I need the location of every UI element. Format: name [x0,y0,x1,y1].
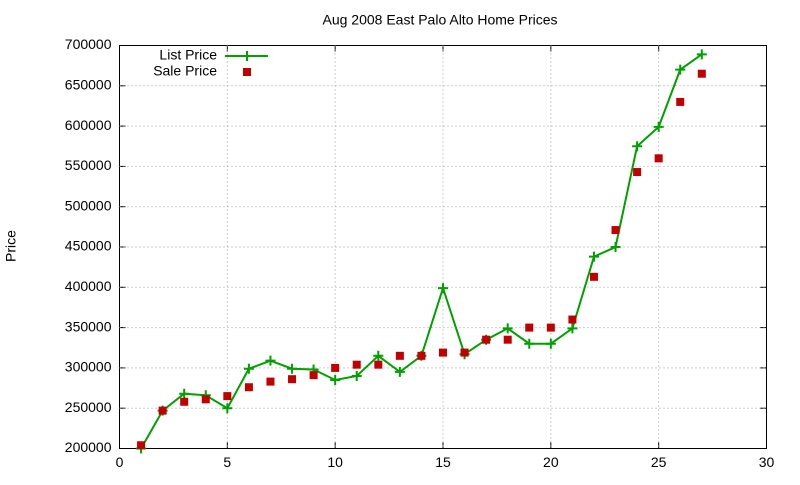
y-tick-label: 450000 [65,238,112,254]
data-point [696,49,707,60]
data-point [373,350,384,361]
legend-label: List Price [159,47,217,63]
y-tick-label: 500000 [65,197,112,213]
data-point [330,374,341,385]
data-point [697,69,706,78]
data-point [309,371,318,380]
data-point [633,168,642,177]
y-tick-label: 550000 [65,157,112,173]
data-point [243,363,254,374]
data-point [654,154,663,163]
data-point [201,395,210,404]
y-tick-label: 350000 [65,318,112,334]
chart-title: Aug 2008 East Palo Alto Home Prices [322,12,557,28]
data-point [676,97,685,106]
data-point [438,283,448,294]
data-point [288,375,297,384]
data-point [374,360,383,369]
data-point [223,392,232,401]
y-tick-label: 650000 [65,77,112,93]
y-tick-label: 200000 [65,439,112,455]
data-point [395,351,404,360]
x-tick-label: 0 [116,454,124,470]
y-tick-label: 400000 [65,278,112,294]
data-point [244,383,253,392]
x-tick-label: 20 [543,454,559,470]
data-point [502,323,513,334]
data-point [352,360,361,369]
data-point [180,397,189,406]
data-point [653,121,664,132]
y-tick-label: 250000 [65,399,112,415]
y-axis-label: Price [3,230,19,262]
data-point [546,323,555,332]
data-point [503,335,512,344]
x-tick-label: 25 [651,454,667,470]
x-tick-label: 10 [327,454,343,470]
data-point [266,377,275,386]
data-point [394,366,405,377]
data-point [331,363,340,372]
data-point [632,141,643,152]
y-tick-label: 600000 [65,117,112,133]
data-point [611,226,620,235]
y-tick-label: 300000 [65,359,112,375]
legend-label: Sale Price [153,63,217,79]
data-point [568,315,577,324]
data-point [287,363,298,374]
data-point [179,388,190,399]
series-line [140,53,703,449]
data-point [351,370,362,381]
data-point [545,338,556,349]
data-point [439,348,447,357]
data-point [417,351,426,360]
data-point [460,348,469,357]
data-point [675,64,686,75]
x-tick-label: 30 [759,454,775,470]
x-tick-label: 5 [223,454,231,470]
x-tick-label: 15 [435,454,451,470]
data-point [567,323,578,334]
legend-marker [242,51,252,61]
data-point [524,338,535,349]
data-point [588,251,599,262]
data-point [482,335,491,344]
data-point [265,355,276,366]
data-point [222,403,233,414]
data-point [525,323,534,332]
data-point [589,272,598,281]
data-point [610,242,621,252]
y-tick-label: 700000 [65,36,112,52]
data-point [137,441,146,450]
data-point [158,406,167,415]
legend-marker [243,68,251,76]
